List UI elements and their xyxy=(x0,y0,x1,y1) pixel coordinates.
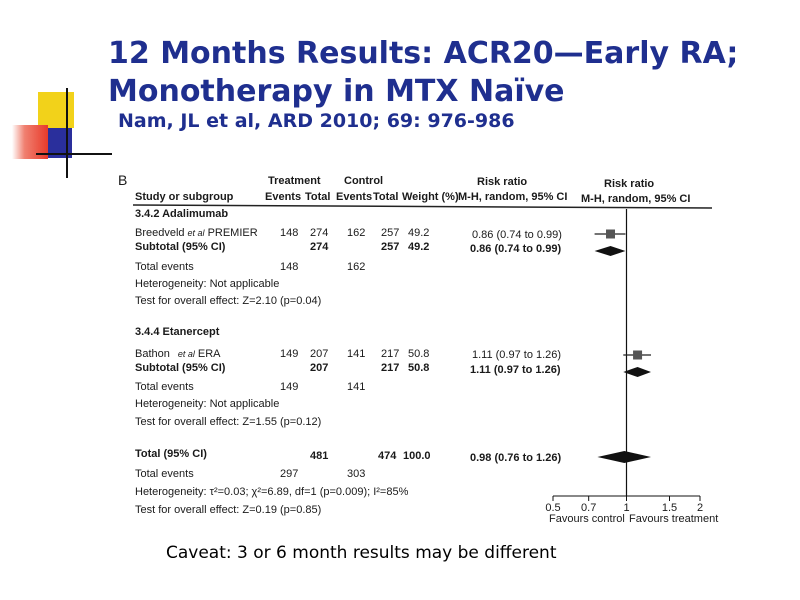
yellow-square xyxy=(38,92,74,128)
header-rr-method: M-H, random, 95% CI xyxy=(458,191,567,203)
subtotal-ci: 1.11 (0.97 to 1.26) xyxy=(470,364,561,376)
c-total: 217 xyxy=(381,348,399,360)
subtotal-t-total: 207 xyxy=(310,362,328,374)
total-events-t: 148 xyxy=(280,261,298,273)
subtotal-c-total: 217 xyxy=(381,362,399,374)
total-events-label: Total events xyxy=(135,468,194,480)
header-treatment-events: Events xyxy=(265,191,301,203)
x-axis-tick-label: 2 xyxy=(697,502,703,514)
total-events-t: 297 xyxy=(280,468,298,480)
x-axis-tick-label: 1.5 xyxy=(662,502,677,514)
total-events-c: 162 xyxy=(347,261,365,273)
header-plot-rr: Risk ratio xyxy=(604,178,654,190)
subtotal-weight: 50.8 xyxy=(408,362,429,374)
header-rr: Risk ratio xyxy=(477,176,527,188)
total-events-c: 303 xyxy=(347,468,365,480)
total-label: Total (95% CI) xyxy=(135,448,207,460)
header-control-events: Events xyxy=(336,191,372,203)
x-axis-tick-label: 0.7 xyxy=(581,502,596,514)
t-events: 149 xyxy=(280,348,298,360)
group-name-adalimumab: 3.4.2 Adalimumab xyxy=(135,208,228,220)
x-axis-tick-label: 1 xyxy=(623,502,629,514)
total-events-label: Total events xyxy=(135,381,194,393)
panel-label: B xyxy=(118,172,127,188)
total-overall-effect: Test for overall effect: Z=0.19 (p=0.85) xyxy=(135,504,321,516)
plot-area: 0.5 0.7 1 1.5 2 xyxy=(545,209,703,514)
weight: 49.2 xyxy=(408,227,429,239)
group-name-etanercept: 3.4.4 Etanercept xyxy=(135,326,220,338)
t-total: 274 xyxy=(310,227,328,239)
x-axis-tick-label: 0.5 xyxy=(545,502,560,514)
subtotal-label: Subtotal (95% CI) xyxy=(135,362,226,374)
slide-subtitle: Nam, JL et al, ARD 2010; 69: 976-986 xyxy=(118,110,515,132)
total-t-total: 481 xyxy=(310,450,328,462)
subtotal-label: Subtotal (95% CI) xyxy=(135,241,226,253)
heterogeneity: Heterogeneity: Not applicable xyxy=(135,398,279,410)
ci-text: 0.86 (0.74 to 0.99) xyxy=(472,229,562,241)
header-control: Control xyxy=(344,175,383,187)
logo-decoration xyxy=(0,0,112,190)
subtotal-ci: 0.86 (0.74 to 0.99) xyxy=(470,243,561,255)
t-events: 148 xyxy=(280,227,298,239)
header-plot-method: M-H, random, 95% CI xyxy=(581,193,690,205)
total-weight: 100.0 xyxy=(403,450,431,462)
header-weight: Weight (%) xyxy=(402,191,459,203)
axis-label-right: Favours treatment xyxy=(629,513,718,525)
c-events: 141 xyxy=(347,348,365,360)
header-rule xyxy=(132,204,713,209)
total-events-c: 141 xyxy=(347,381,365,393)
black-horizontal-line xyxy=(36,153,112,155)
total-diamond xyxy=(597,451,652,463)
total-ci: 0.98 (0.76 to 1.26) xyxy=(470,452,561,464)
subtotal-c-total: 257 xyxy=(381,241,399,253)
subtotal-t-total: 274 xyxy=(310,241,329,253)
weight: 50.8 xyxy=(408,348,429,360)
overall-effect: Test for overall effect: Z=2.10 (p=0.04) xyxy=(135,295,321,307)
total-c-total: 474 xyxy=(378,450,397,462)
total-events-label: Total events xyxy=(135,261,194,273)
study-author: Bathon et al ERA xyxy=(135,348,221,360)
total-heterogeneity: Heterogeneity: τ²=0.03; χ²=6.89, df=1 (p… xyxy=(135,486,409,498)
study-marker xyxy=(606,229,616,239)
subtotal-weight: 49.2 xyxy=(408,241,429,253)
header-treatment-total: Total xyxy=(305,191,330,203)
subtotal-diamond xyxy=(594,246,626,256)
ci-text: 1.11 (0.97 to 1.26) xyxy=(472,349,561,361)
caveat-note: Caveat: 3 or 6 month results may be diff… xyxy=(166,543,557,563)
t-total: 207 xyxy=(310,348,328,360)
overall-effect: Test for overall effect: Z=1.55 (p=0.12) xyxy=(135,416,321,428)
slide-title-line1: 12 Months Results: ACR20—Early RA; xyxy=(108,36,739,71)
study-marker xyxy=(633,350,643,360)
study-author: Breedveld et al PREMIER xyxy=(135,227,258,239)
header-treatment: Treatment xyxy=(268,175,321,187)
c-total: 257 xyxy=(381,227,399,239)
c-events: 162 xyxy=(347,227,365,239)
total-events-t: 149 xyxy=(280,381,298,393)
header-control-total: Total xyxy=(373,191,398,203)
black-vertical-line xyxy=(66,88,68,178)
header-study: Study or subgroup xyxy=(135,191,234,203)
axis-label-left: Favours control xyxy=(549,513,625,525)
slide-title-line2: Monotherapy in MTX Naïve xyxy=(108,74,565,109)
heterogeneity: Heterogeneity: Not applicable xyxy=(135,278,279,290)
subtotal-diamond xyxy=(623,367,652,377)
